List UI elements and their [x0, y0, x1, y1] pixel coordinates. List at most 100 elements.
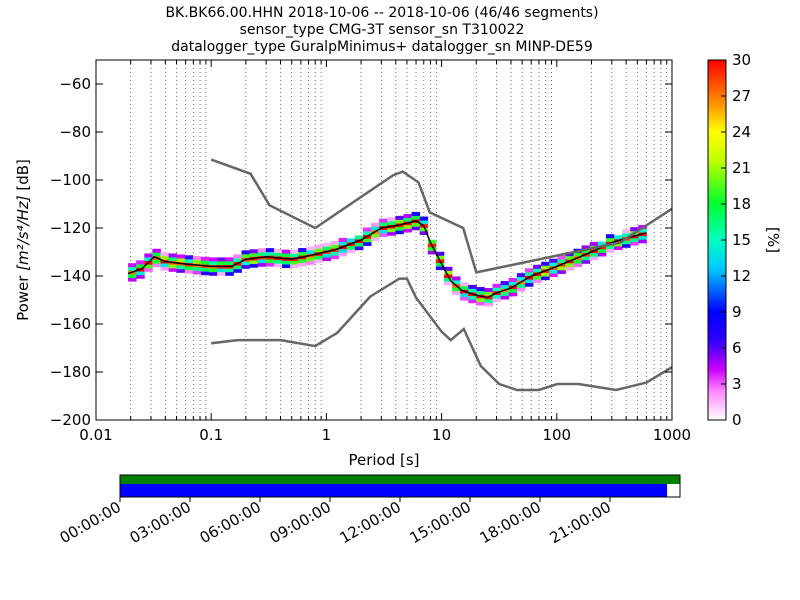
psd-bin: [338, 248, 348, 253]
psd-bin: [638, 228, 647, 233]
psd-bin: [516, 276, 526, 281]
y-tick-label: −140: [50, 267, 91, 285]
psd-bin: [192, 256, 202, 261]
psd-bin: [152, 263, 161, 268]
x-tick-label: 10: [432, 426, 451, 444]
time-tick-label: 15:00:00: [407, 498, 474, 547]
psd-bin: [419, 220, 429, 225]
psd-bin: [565, 266, 574, 271]
axis-ticks: [95, 60, 673, 421]
psd-bin: [152, 252, 161, 257]
psd-bin: [241, 250, 250, 255]
x-tick-label: 0.1: [199, 426, 223, 444]
psd-bin: [249, 263, 259, 268]
psd-bin: [443, 277, 453, 282]
psd-bin: [500, 281, 510, 286]
psd-bin: [290, 264, 299, 269]
psd-bin: [476, 297, 485, 302]
psd-bin: [136, 260, 145, 265]
psd-bin: [614, 246, 623, 251]
time-tick-label: 03:00:00: [127, 498, 194, 547]
psd-bin: [298, 258, 307, 263]
psd-bin: [314, 244, 323, 249]
psd-bin: [201, 260, 210, 265]
psd-bin: [217, 268, 226, 273]
psd-bin: [168, 253, 178, 258]
y-tick-label: −200: [50, 411, 91, 429]
plot-frame: [95, 59, 673, 421]
psd-bin: [379, 229, 388, 234]
high-noise-model-line: [210, 158, 672, 274]
psd-bin: [581, 256, 591, 261]
psd-bin: [492, 298, 502, 303]
colorbar-ticks: 0 3 6 9 12 15 18 21 24 27 30: [721, 51, 751, 429]
colorbar-tick-label: 15: [732, 231, 751, 249]
psd-bin: [549, 269, 558, 274]
psd-bin: [533, 279, 542, 284]
psd-bin: [427, 250, 437, 255]
psd-bin: [160, 252, 170, 257]
psd-bin: [460, 285, 469, 290]
time-tick-label: 06:00:00: [197, 498, 264, 547]
psd-bin: [460, 292, 469, 297]
psd-bin: [468, 288, 477, 293]
psd-bin: [362, 227, 372, 232]
psd-bin: [533, 268, 542, 273]
psd-bin: [419, 230, 429, 235]
psd-bin: [322, 253, 331, 258]
psd-bin: [241, 264, 250, 269]
psd-bin: [452, 276, 461, 281]
psd-bin: [128, 263, 137, 268]
psd-bin: [524, 279, 534, 284]
psd-bin: [387, 228, 396, 233]
x-tick-label: 1: [322, 426, 332, 444]
x-tick-label: 1000: [653, 426, 691, 444]
psd-bin: [541, 276, 550, 281]
psd-bin: [492, 294, 502, 299]
psd-bin: [411, 226, 421, 231]
psd-bin: [354, 235, 364, 240]
psd-bin: [581, 248, 591, 253]
psd-bin: [581, 245, 591, 250]
psd-bin: [371, 233, 380, 238]
colorbar-tick-label: 9: [732, 303, 742, 321]
psd-bin: [217, 271, 226, 276]
time-axis-labels: 00:00:00 03:00:00 06:00:00 09:00:00 12:00:00…: [57, 497, 614, 547]
chart-title: BK.BK66.00.HHN 2018-10-06 -- 2018-10-06 …: [165, 5, 598, 55]
psd-bin: [605, 234, 615, 239]
psd-bin: [322, 257, 331, 262]
psd-bin: [249, 260, 259, 265]
psd-bin: [622, 229, 631, 234]
psd-bin: [128, 277, 137, 282]
psd-bin: [362, 231, 372, 236]
y-tick-label: −60: [59, 75, 91, 93]
psd-bin: [614, 242, 623, 247]
time-tick-label: 21:00:00: [547, 498, 614, 547]
psd-bin: [201, 256, 210, 261]
psd-bin: [128, 266, 137, 271]
psd-bin: [346, 238, 356, 243]
psd-bin: [192, 259, 202, 264]
psd-bin: [403, 228, 412, 233]
psd-bin: [298, 262, 307, 267]
psd-bin: [257, 262, 267, 267]
psd-bin: [622, 240, 631, 245]
psd-bin: [557, 255, 566, 260]
psd-bin: [622, 233, 631, 238]
psd-bin: [128, 273, 137, 278]
psd-bin: [281, 264, 291, 269]
psd-bin: [306, 260, 315, 265]
psd-bin: [273, 259, 283, 264]
psd-bin: [452, 287, 461, 292]
psd-bin: [427, 246, 437, 251]
psd-bin: [581, 259, 591, 264]
psd-bin: [403, 224, 412, 229]
y-tick-label: −100: [50, 171, 91, 189]
psd-bin: [557, 266, 566, 271]
psd-bin: [338, 241, 348, 246]
psd-bin: [484, 291, 493, 296]
y-tick-label: −80: [59, 123, 91, 141]
plot-background: [96, 60, 672, 420]
psd-bin: [201, 271, 210, 276]
psd-bin: [322, 242, 331, 247]
